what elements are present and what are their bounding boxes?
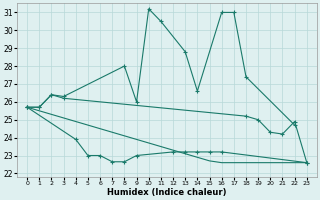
X-axis label: Humidex (Indice chaleur): Humidex (Indice chaleur) <box>107 188 227 197</box>
